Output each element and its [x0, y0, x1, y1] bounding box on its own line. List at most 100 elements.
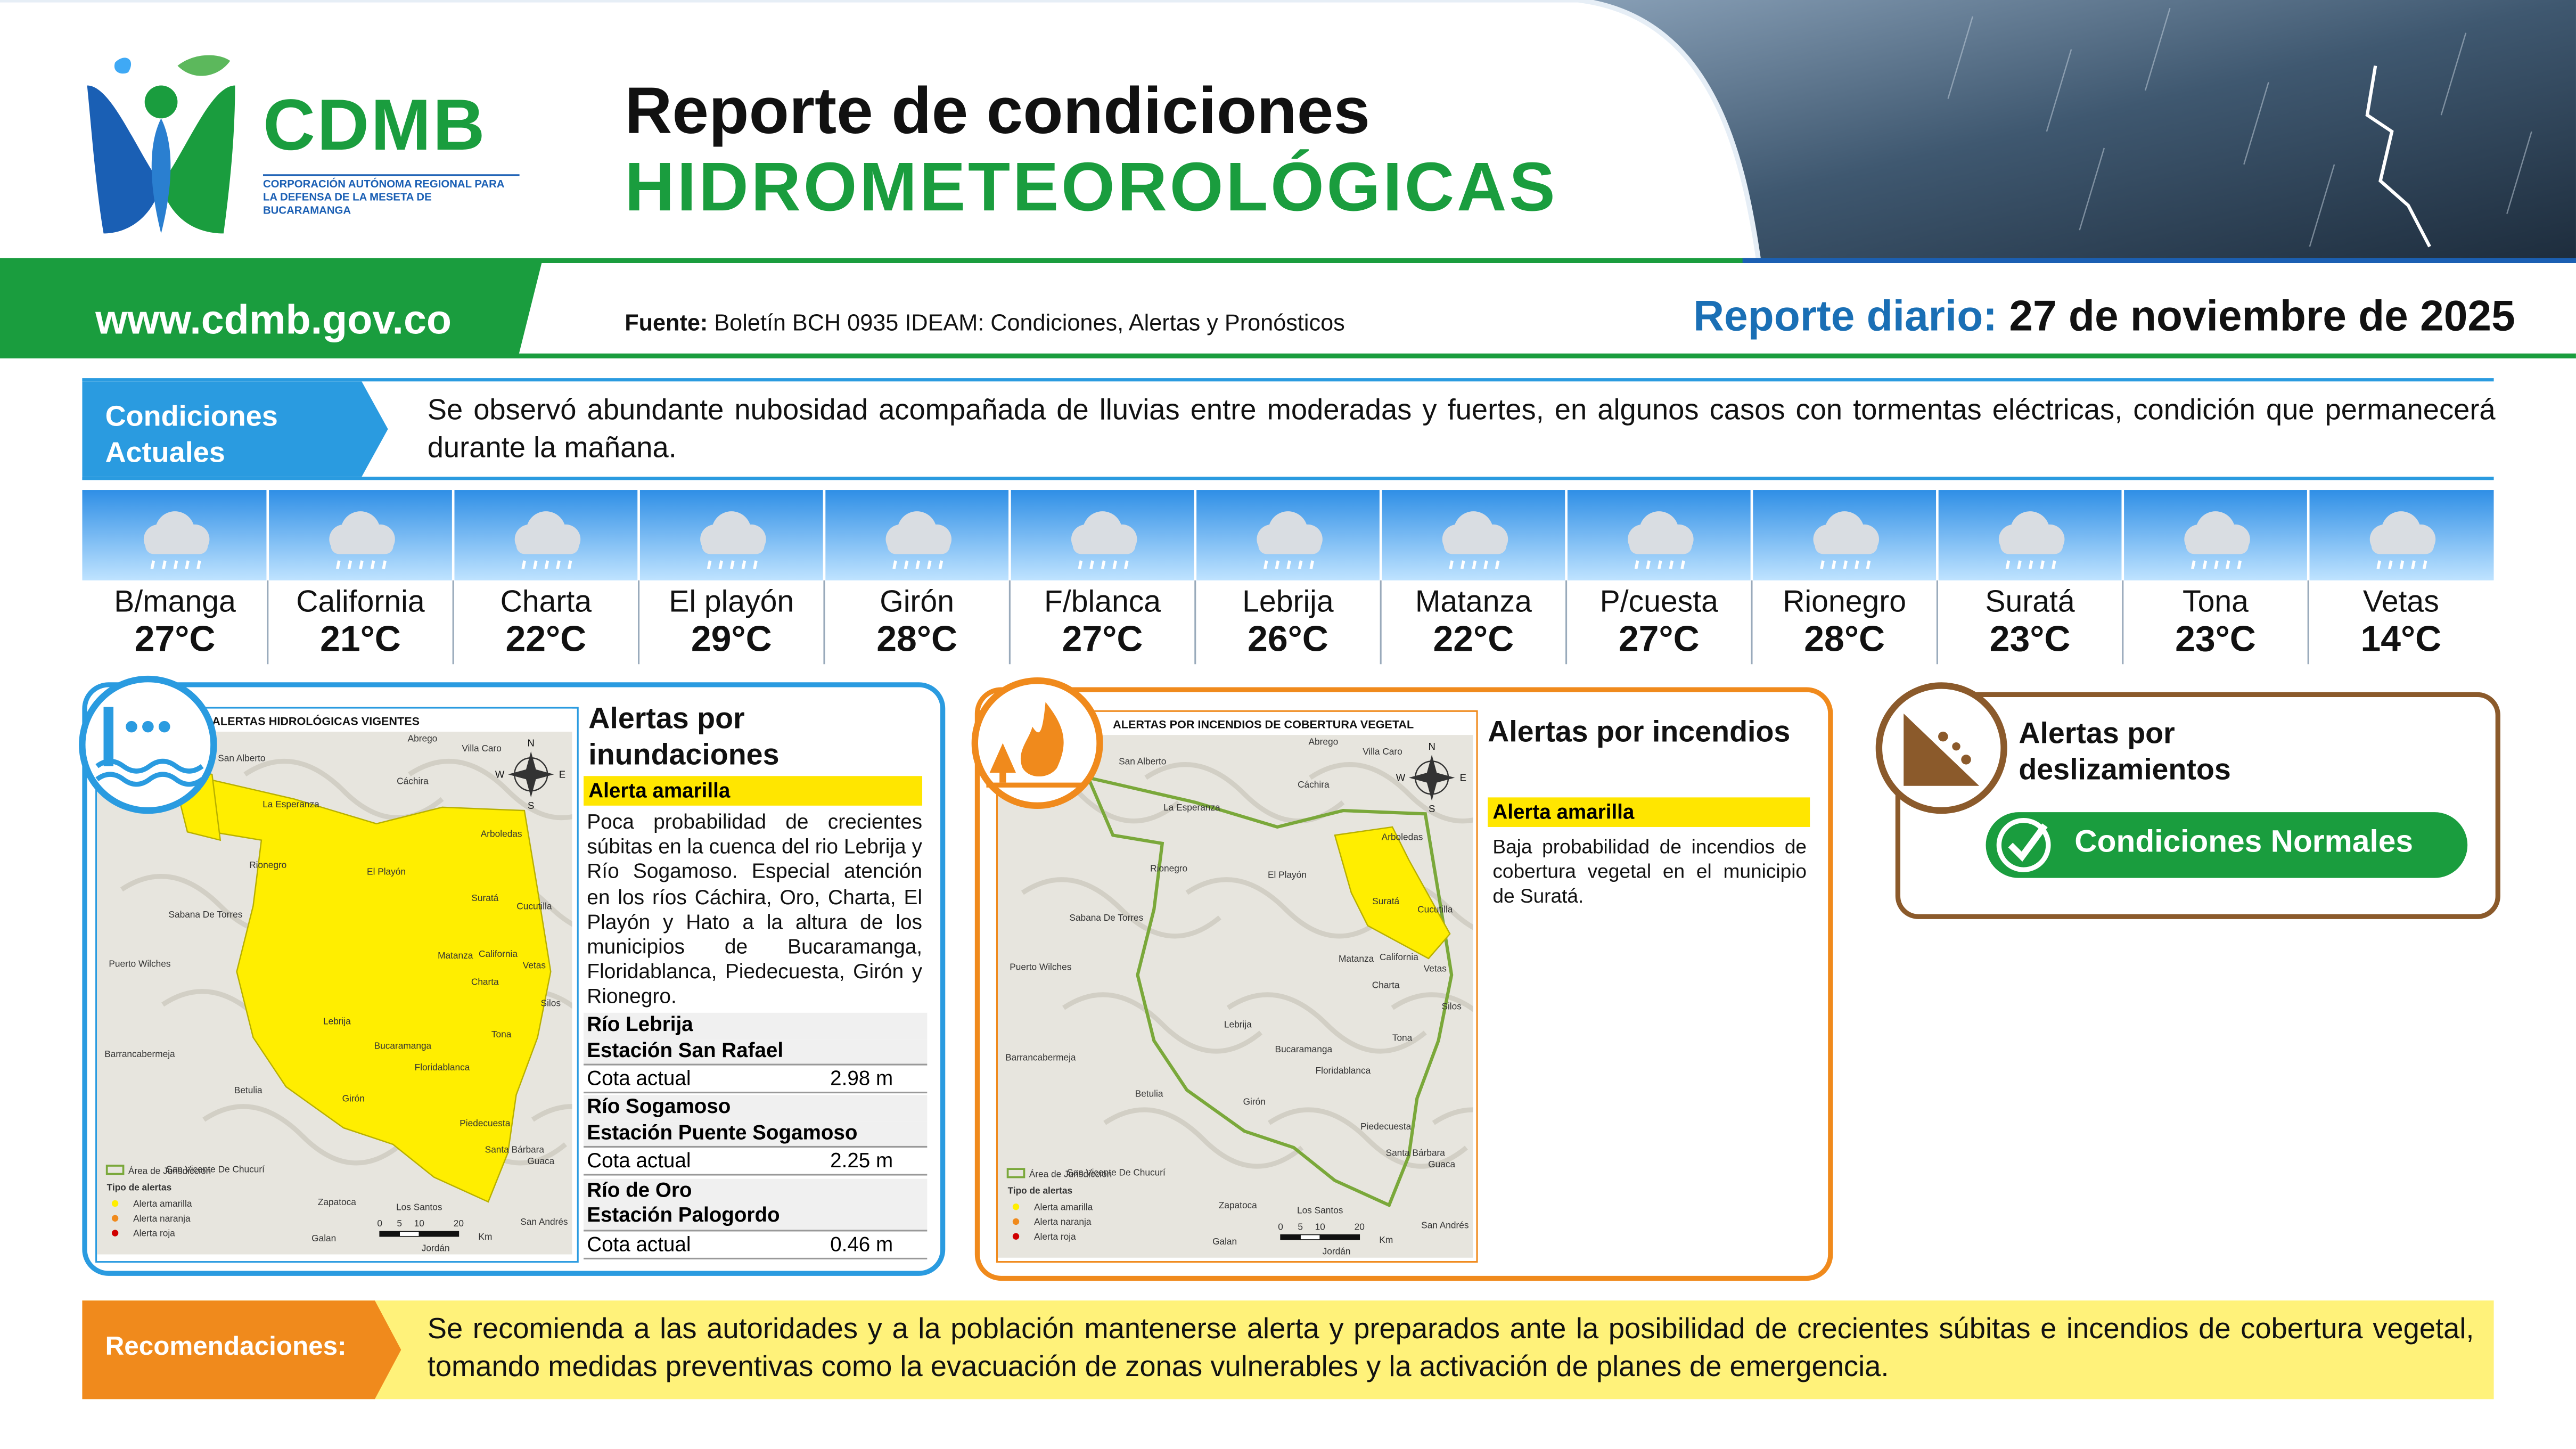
rain-cloud-icon [885, 511, 952, 569]
rain-drop [1866, 560, 1871, 569]
row-rule [584, 1174, 928, 1176]
scale-label: 20 [1355, 1221, 1365, 1232]
rain-drop [904, 560, 909, 569]
map-place: California [1380, 952, 1418, 962]
rain-cloud-icon [329, 511, 395, 569]
report-label: Reporte diario: [1693, 291, 1997, 341]
legend-item: Alerta amarilla [133, 1198, 192, 1209]
map-place: La Esperanza [262, 799, 319, 809]
rain-drop [2214, 560, 2219, 569]
map-place: Zapatoca [1219, 1200, 1257, 1210]
cloud-part [2371, 536, 2434, 554]
rain-drop [1495, 560, 1500, 569]
rain-drop [707, 560, 712, 569]
cloud-part [1629, 536, 1692, 554]
legend-dot [111, 1230, 119, 1237]
rain-drop [533, 560, 538, 569]
subheader-band [0, 259, 2576, 359]
map-place: Girón [342, 1093, 365, 1104]
map-place: Floridablanca [1316, 1065, 1371, 1076]
map-place: Galan [311, 1233, 336, 1243]
map-place: Tona [1392, 1032, 1413, 1043]
city-name: Lebrija [1242, 584, 1334, 618]
map-place: Matanza [1339, 953, 1374, 964]
map-place: Piedecuesta [460, 1118, 510, 1128]
rain-drop [382, 560, 387, 569]
flood-panel [82, 682, 946, 1276]
rain-drop [2422, 560, 2427, 569]
rain-drop [1124, 560, 1129, 569]
rain-drop [150, 560, 155, 569]
city-name: El playón [669, 584, 794, 618]
cloud-part [1815, 536, 1877, 554]
status-text: Condiciones Normales [2074, 825, 2413, 860]
forecast-strip: B/manga 27°C California 21°C Charta 22°C El pl… [82, 490, 2494, 668]
fire-title: Alertas por incendios [1488, 715, 1791, 748]
forecast-bg [82, 490, 2494, 668]
flood-title: Alertas por inundaciones [588, 702, 780, 771]
website[interactable]: www.cdmb.gov.co [95, 297, 452, 344]
rain-cloud-icon [514, 511, 581, 569]
map-place: Suratá [471, 893, 498, 903]
rain-drop [1843, 560, 1848, 569]
rain-drop [753, 560, 758, 569]
map-place: San Andrés [520, 1216, 568, 1227]
station-level-value: 2.98 m [830, 1067, 893, 1090]
rain-drop [2191, 560, 2196, 569]
jurisdiction-outline [1085, 775, 1454, 1208]
legend-area: Área de Jurisdicción [1029, 1169, 1112, 1180]
terrain [1309, 762, 1473, 824]
rain-drop [1483, 560, 1488, 569]
map-place: Abrego [408, 733, 438, 743]
legend-item: Alerta roja [1034, 1231, 1076, 1242]
rain-drop [1449, 560, 1454, 569]
map-place: La Esperanza [1163, 802, 1220, 813]
rain-drop [173, 560, 178, 569]
map-place: Galan [1212, 1236, 1237, 1247]
cloud-part [887, 536, 950, 554]
station-name: Estación San Rafael [584, 1038, 928, 1066]
rain-drop [544, 560, 549, 569]
map-place: Matanza [438, 950, 473, 961]
rain-drop [1112, 560, 1118, 569]
city-name: Suratá [1985, 584, 2075, 618]
rain-cloud-icon [1813, 511, 1880, 569]
rain-drop [1658, 560, 1662, 569]
city-name: P/cuesta [1599, 584, 1718, 618]
legend-dot [1012, 1203, 1020, 1210]
legend-swatch [1006, 1168, 1026, 1178]
compass-letter: W [1396, 772, 1406, 783]
compass-letter: N [1428, 741, 1435, 752]
rain-drop [1461, 560, 1465, 569]
rain-drop [1264, 560, 1268, 569]
logo-icon [87, 55, 235, 234]
map-place: Barrancabermeja [104, 1049, 175, 1059]
scale-label: 5 [397, 1218, 402, 1229]
map-graphic: ALERTAS HIDROLÓGICAS VIGENTES Abrego Villa… [97, 708, 572, 1255]
conditions-label: Condiciones Actuales [105, 399, 278, 469]
recommendations-text: Se recomienda a las autoridades y a la p… [427, 1312, 2474, 1383]
rain-drop [336, 560, 341, 569]
scale-label: 0 [1278, 1221, 1283, 1232]
flood-map: ALERTAS HIDROLÓGICAS VIGENTES Abrego Villa… [95, 707, 579, 1263]
map-place: Villa Caro [1363, 746, 1402, 757]
header-background [0, 0, 2576, 263]
cloud-part [2186, 536, 2249, 554]
city-temp: 27°C [1618, 618, 1700, 660]
city-name: California [296, 584, 425, 618]
rain-drop [927, 560, 932, 569]
rain-drop [1634, 560, 1639, 569]
map-place: Cucutilla [1417, 904, 1453, 915]
rain-drop [938, 560, 944, 569]
landslide-title: Alertas por deslizamientos [2019, 717, 2231, 786]
terrain [408, 758, 572, 821]
logo-subtitle: CORPORACIÓN AUTÓNOMA REGIONAL PARA LA DE… [262, 174, 520, 218]
scale-unit: Km [478, 1231, 492, 1242]
rain-drop [1101, 560, 1106, 569]
legend-item: Alerta naranja [133, 1213, 191, 1224]
rain-drop [556, 560, 561, 569]
city-temp: 23°C [1989, 618, 2071, 660]
terrain [1432, 1107, 1473, 1125]
compass-letter: E [1460, 772, 1466, 783]
rain-drop [718, 560, 723, 569]
